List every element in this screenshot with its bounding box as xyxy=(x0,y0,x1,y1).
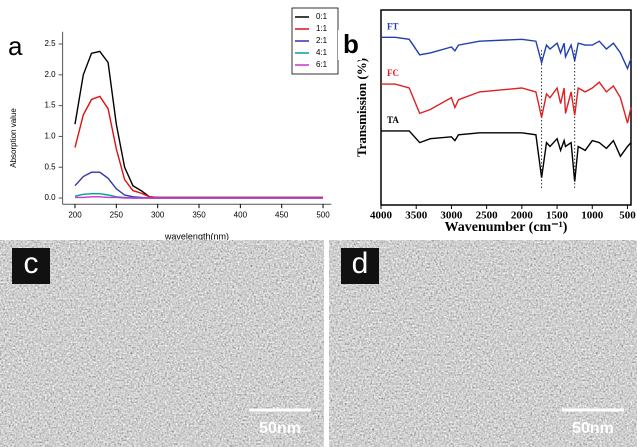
series-line xyxy=(74,50,323,199)
tem-image: d 50nm xyxy=(329,240,637,447)
y-tick-label: 2.5 xyxy=(44,39,56,48)
x-tick-label: 500 xyxy=(619,210,636,222)
x-tick-label: 2000 xyxy=(511,210,534,222)
legend-label: 0:1 xyxy=(316,12,328,21)
x-tick-label: 2500 xyxy=(476,210,499,222)
image-texture xyxy=(329,240,637,447)
series-label: FT xyxy=(387,21,399,31)
x-tick-label: 300 xyxy=(151,210,165,219)
scale-bar-label: 50nm xyxy=(259,420,301,437)
y-tick-label: 1.0 xyxy=(44,132,56,141)
x-tick-label: 500 xyxy=(316,210,330,219)
series-line xyxy=(381,81,632,124)
plot-frame xyxy=(380,9,632,206)
series-line xyxy=(381,130,632,182)
legend-label: 4:1 xyxy=(316,48,328,57)
chart-panel: 4000 3500 3000 2500 2000 1500 1000 500 Wavenumbe… xyxy=(338,9,636,235)
series-label: TA xyxy=(387,115,399,125)
x-tick-label: 200 xyxy=(68,210,82,219)
legend-label: 2:1 xyxy=(316,36,328,45)
x-axis-label: Wavenumber (cm⁻¹) xyxy=(445,220,568,235)
panel-label-bg xyxy=(338,30,362,60)
panel-label: d xyxy=(352,247,369,280)
series-line xyxy=(74,95,323,199)
x-axis-label: wavelength(nm) xyxy=(164,232,229,242)
x-tick-label: 4000 xyxy=(370,210,393,222)
x-tick-label: 3500 xyxy=(405,210,428,222)
panel-label: c xyxy=(24,247,39,280)
x-tick-label: 400 xyxy=(234,210,248,219)
legend-label: 6:1 xyxy=(316,60,328,69)
image-texture xyxy=(0,240,324,447)
legend-label: 1:1 xyxy=(316,24,328,33)
x-tick-label: 1000 xyxy=(581,210,604,222)
series-label: FC xyxy=(387,68,399,78)
x-tick-label: 450 xyxy=(275,210,289,219)
series-line xyxy=(74,171,323,199)
x-tick-label: 350 xyxy=(192,210,206,219)
series-line xyxy=(75,196,323,199)
y-axis-label: Absorption value xyxy=(9,108,18,168)
scale-bar-label: 50nm xyxy=(572,420,614,437)
label-box xyxy=(341,248,379,284)
y-tick-label: 1.5 xyxy=(44,101,56,110)
y-tick-label: 0.5 xyxy=(44,162,56,171)
tem-image: c 50nm xyxy=(0,240,324,447)
series-line xyxy=(381,36,632,71)
x-tick-label: 1500 xyxy=(546,210,569,222)
y-tick-label: 2.0 xyxy=(44,70,56,79)
panel-label: a xyxy=(8,31,23,61)
y-axis-label: Transmission (%) xyxy=(354,58,369,157)
panel-label: b xyxy=(343,29,359,59)
x-tick-label: 250 xyxy=(110,210,124,219)
chart-panel: 200 250 300 350 400 450 500 0.0 0.5 1.0 1.5 2.0 2.5 w… xyxy=(8,7,339,242)
y-tick-label: 0.0 xyxy=(44,193,56,202)
x-tick-label: 3000 xyxy=(440,210,463,222)
label-box xyxy=(12,248,50,284)
